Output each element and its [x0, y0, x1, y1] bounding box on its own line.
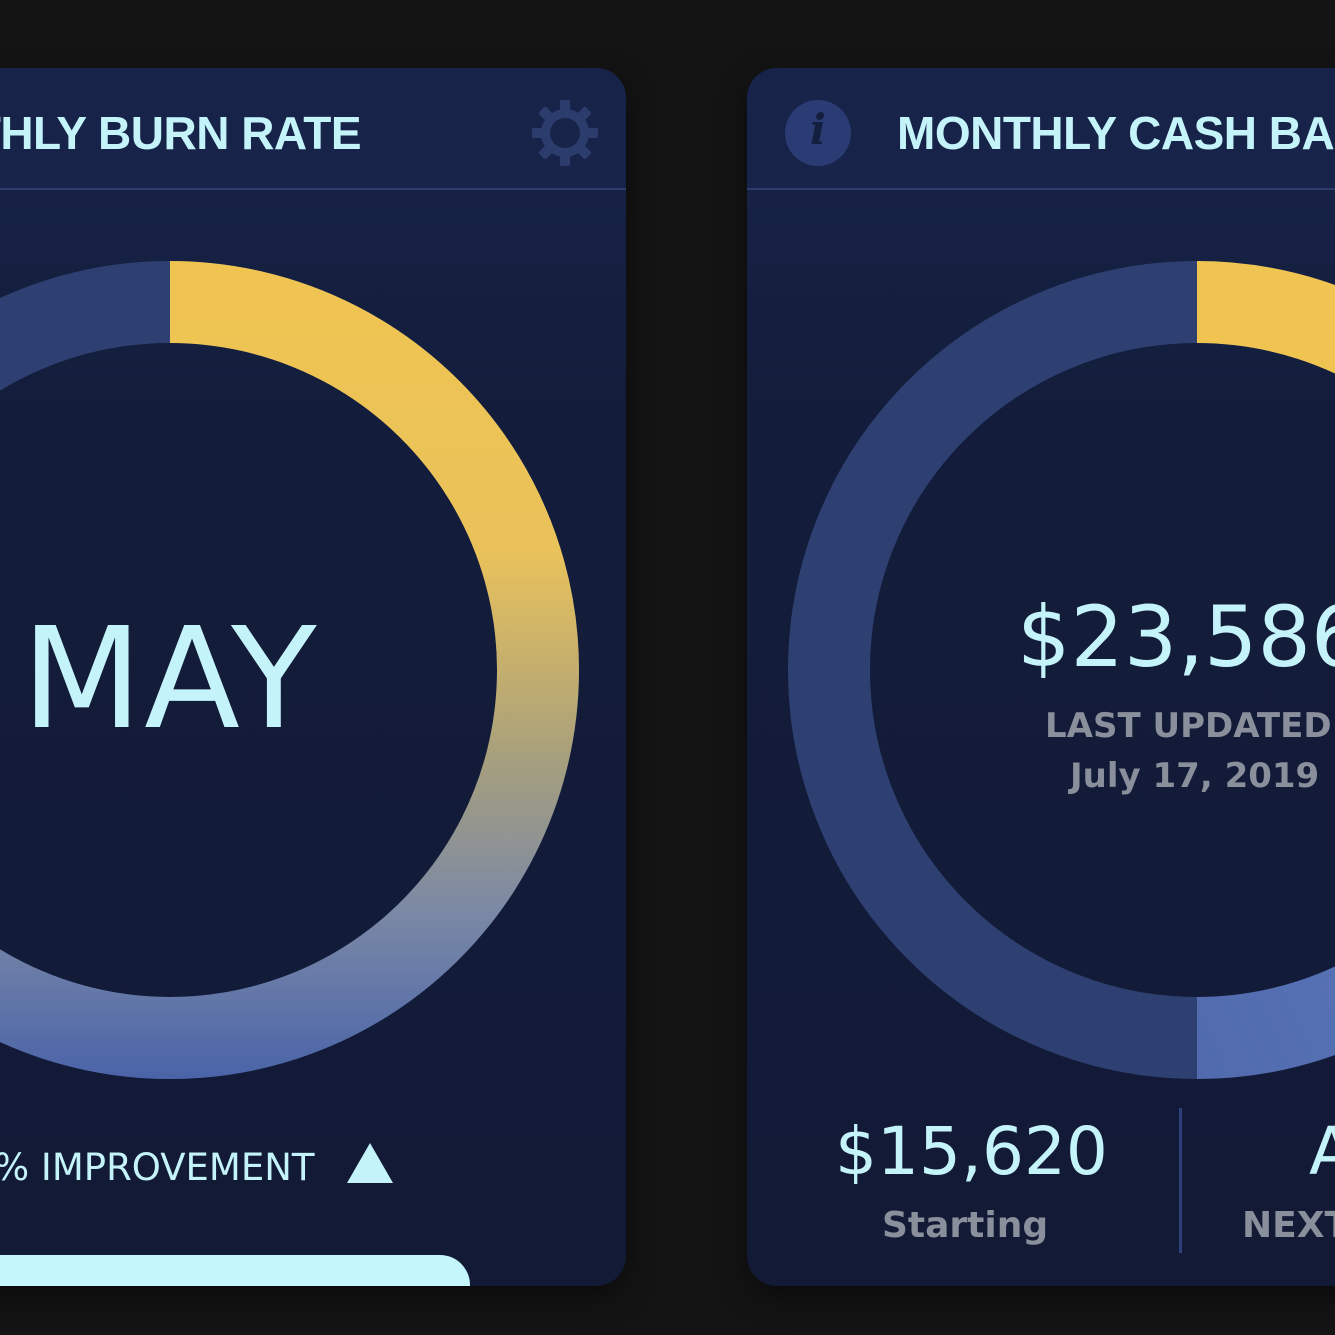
- info-button[interactable]: i: [785, 100, 851, 166]
- triangle-up-icon: [347, 1143, 393, 1183]
- burn-ring-progress: [0, 261, 579, 1079]
- improvement-text: % IMPROVEMENT: [0, 1146, 315, 1189]
- cash-balance-title: MONTHLY CASH BA: [897, 107, 1335, 159]
- cash-balance-card: i MONTHLY CASH BA $23,586 LAST UPDATED: …: [747, 68, 1335, 1286]
- burn-rate-month: MAY: [21, 598, 319, 761]
- burn-progress-bar: [0, 1255, 470, 1286]
- cash-balance-value: $23,586: [1017, 588, 1335, 686]
- last-updated-date: July 17, 2019: [1070, 756, 1320, 796]
- burn-rate-header: NTHLY BURN RATE: [0, 68, 626, 190]
- cash-balance-ring: [788, 261, 1335, 1079]
- burn-rate-card: NTHLY BURN RATE: [0, 68, 626, 1286]
- burn-rate-ring: [0, 261, 579, 1079]
- last-updated-label: LAST UPDATED:: [1045, 706, 1335, 746]
- stat-divider: [1179, 1108, 1182, 1253]
- burn-rate-title: NTHLY BURN RATE: [0, 107, 362, 159]
- starting-value: $15,620: [835, 1113, 1108, 1190]
- cash-ring-gold-segment: [1196, 261, 1335, 374]
- next-label: NEXT: [1242, 1205, 1335, 1246]
- cash-balance-header: i MONTHLY CASH BA: [747, 68, 1335, 190]
- cash-ring-blue-segment: [1196, 966, 1335, 1079]
- next-value: A: [1309, 1113, 1335, 1190]
- gear-icon[interactable]: [530, 98, 600, 168]
- info-icon: i: [810, 105, 826, 154]
- starting-label: Starting: [882, 1205, 1049, 1246]
